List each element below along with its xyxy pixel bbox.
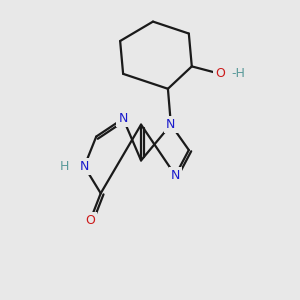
Text: O: O [215,68,225,80]
Text: H: H [59,160,69,173]
Text: O: O [85,214,95,227]
Text: N: N [80,160,89,173]
Text: -H: -H [232,68,245,80]
Text: N: N [118,112,128,125]
Text: N: N [171,169,180,182]
Text: N: N [166,118,176,131]
